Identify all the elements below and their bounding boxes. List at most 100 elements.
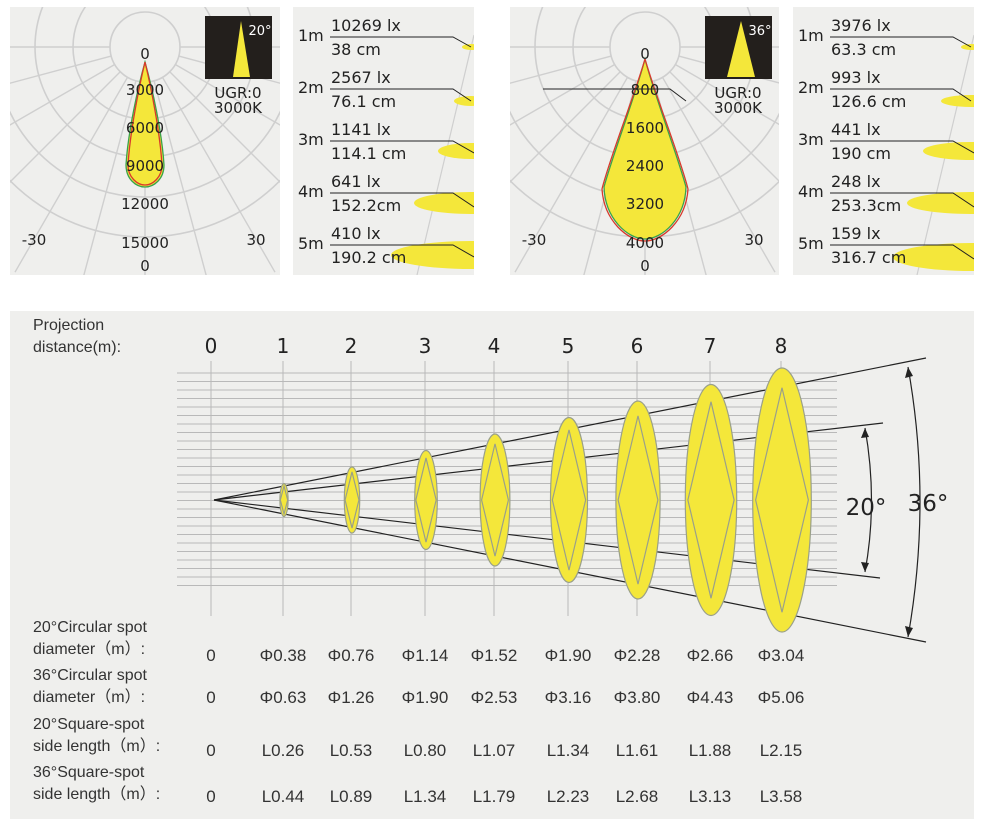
row-label-line2: side length（m）: [33, 737, 160, 755]
spot-value: Φ1.90 [402, 688, 449, 707]
angle-indicator-20: 20° [846, 427, 886, 573]
beam-badge-20: 20° [205, 16, 272, 79]
polar-spoke [510, 55, 612, 84]
distance-tick-label: 1 [277, 334, 290, 358]
intensity-curve-fill [603, 56, 687, 240]
row-4m: 4m 641 lx 152.2cm [298, 172, 474, 215]
projection-panel: Projection distance(m): 0 1 2 3 4 5 6 7 8 20° 36… [10, 311, 974, 819]
half-angle-marker [543, 88, 687, 102]
spot-value: L2.68 [616, 787, 659, 806]
spot-circle [549, 416, 589, 584]
spot-value: Φ2.28 [614, 646, 661, 665]
spot-circle [684, 383, 738, 617]
row-20-square: 20°Square-spot side length（m）: 0 L0.26 L0.… [33, 716, 802, 760]
projection-diagram: Projection distance(m): 0 1 2 3 4 5 6 7 8 20° 36… [33, 317, 948, 806]
lux-value: 248 lx [831, 172, 881, 191]
row-label-line2: diameter（m）: [33, 640, 145, 658]
polar-spoke [161, 76, 276, 273]
lux-value: 441 lx [831, 120, 881, 139]
spot-square [617, 415, 659, 585]
spot-value: L1.61 [616, 741, 659, 760]
lux-value: 10269 lx [331, 16, 401, 35]
spot-circle [479, 433, 511, 567]
spot-value: Φ1.90 [545, 646, 592, 665]
row-1m: 1m 10269 lx 38 cm [298, 16, 472, 59]
distance-label: 4m [798, 182, 824, 201]
row-2m: 2m 2567 lx 76.1 cm [298, 68, 472, 111]
bottom-label: 0 [140, 257, 150, 275]
row-2m: 2m 993 lx 126.6 cm [798, 68, 972, 111]
row-label-line2: diameter（m）: [33, 688, 145, 706]
spot-value: Φ1.14 [402, 646, 449, 665]
distance-label: 1m [798, 26, 824, 45]
radial-label: 3200 [626, 195, 664, 213]
spot-value: Φ0.76 [328, 646, 375, 665]
radial-label: 6000 [126, 119, 164, 137]
spot-value: 0 [206, 787, 215, 806]
intensity-curve-red [601, 58, 689, 242]
spot-size: 152.2cm [331, 196, 401, 215]
spot-value: L0.44 [262, 787, 305, 806]
spot-size: 190.2 cm [331, 248, 406, 267]
spot-value: Φ3.16 [545, 688, 592, 707]
spot-value: Φ1.26 [328, 688, 375, 707]
spot-square [687, 401, 735, 599]
spot-square [279, 483, 289, 517]
row-5m: 5m 410 lx 190.2 cm [298, 224, 474, 267]
lux-value: 641 lx [331, 172, 381, 191]
spot-circle [414, 449, 438, 551]
spot-value: Φ0.63 [260, 688, 307, 707]
radial-label: 15000 [121, 234, 169, 252]
spot-square [755, 387, 809, 613]
spot-value: L1.79 [473, 787, 516, 806]
cct-label: 3000K [714, 99, 763, 117]
polar-spoke [10, 55, 112, 84]
spot-value: L3.58 [760, 787, 803, 806]
spot-value: 0 [206, 646, 215, 665]
row-36-square: 36°Square-spot side length（m）: 0 L0.44 L0.… [33, 764, 802, 806]
angle-indicator-36: 36° [905, 366, 948, 638]
distance-label: 2m [298, 78, 324, 97]
polar-spoke [674, 63, 779, 126]
spot-size: 63.3 cm [831, 40, 896, 59]
intensity-curve-fill [125, 59, 165, 188]
spot-square [415, 457, 437, 543]
radial-label: 800 [631, 81, 660, 99]
spot-value: Φ2.66 [687, 646, 734, 665]
spot-value: L1.34 [404, 787, 447, 806]
spot-square [480, 443, 510, 557]
angle-label-right: 30 [246, 231, 265, 249]
spot-value: L1.88 [689, 741, 732, 760]
distance-label: 2m [798, 78, 824, 97]
spot-table: 20°Circular spot diameter（m）: 0 Φ0.38 Φ0.7… [33, 619, 804, 806]
angle-label-right: 30 [744, 231, 763, 249]
spot-value: L0.80 [404, 741, 447, 760]
intensity-curve-red [127, 61, 163, 186]
spot-size: 76.1 cm [331, 92, 396, 111]
lux-value: 159 lx [831, 224, 881, 243]
ugr-label: UGR:0 [714, 84, 761, 102]
radial-label: 1600 [626, 119, 664, 137]
spot-square [344, 471, 360, 529]
polar-spoke [10, 71, 121, 183]
polar-spoke [510, 71, 621, 183]
distance-tick-label: 8 [775, 334, 788, 358]
polar-spoke [83, 80, 137, 275]
ugr-label: UGR:0 [214, 84, 261, 102]
row-label-line1: 36°Square-spot [33, 764, 145, 781]
spot-value: L1.07 [473, 741, 516, 760]
spot-value: Φ3.80 [614, 688, 661, 707]
spot-circle [279, 482, 289, 518]
bottom-label: 0 [640, 257, 650, 275]
beam-angle-label: 36° [748, 24, 771, 39]
polar-spoke [153, 80, 207, 275]
distance-labels: 0 1 2 3 4 5 6 7 8 [205, 334, 788, 358]
illuminance-chart-36: 1m 3976 lx 63.3 cm 2m 993 lx 126.6 cm 3m… [793, 7, 974, 275]
polar-spoke [669, 71, 779, 182]
spot-value: L2.15 [760, 741, 803, 760]
lux-value: 2567 lx [331, 68, 391, 87]
spot-value: Φ2.53 [471, 688, 518, 707]
polar-spoke [169, 71, 280, 183]
spot-value: Φ1.52 [471, 646, 518, 665]
distance-label: 1m [298, 26, 324, 45]
